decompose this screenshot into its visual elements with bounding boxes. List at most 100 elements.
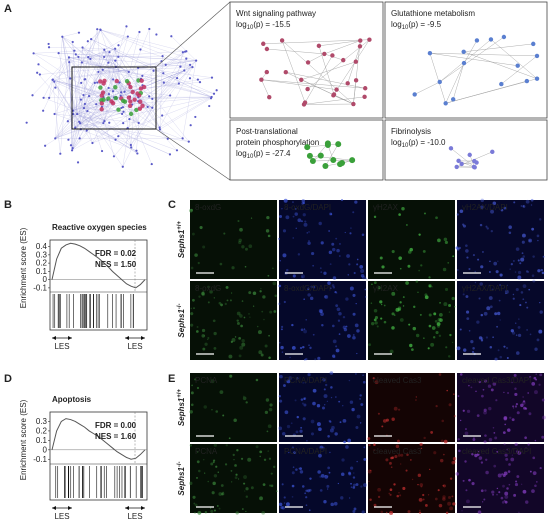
stain-speck: [272, 465, 276, 469]
stain-speck: [406, 453, 409, 456]
stain-speck: [283, 300, 286, 304]
stain-speck: [504, 289, 509, 294]
stain-speck: [243, 395, 245, 398]
stain-speck: [342, 315, 346, 319]
network-edge: [71, 47, 83, 151]
stain-speck: [456, 213, 459, 216]
network-node: [91, 141, 94, 145]
stain-speck: [352, 510, 356, 513]
stain-speck: [328, 471, 331, 474]
stain-speck: [302, 417, 306, 421]
stain-speck: [412, 326, 417, 331]
stain-speck: [306, 440, 308, 442]
module-node: [524, 78, 530, 84]
stain-speck: [207, 338, 209, 341]
stain-speck: [521, 240, 525, 244]
stain-speck: [420, 485, 423, 488]
network-node: [152, 69, 155, 72]
stain-speck: [190, 391, 194, 395]
stain-speck: [377, 412, 380, 415]
stain-speck: [389, 493, 392, 496]
stain-speck: [291, 471, 295, 475]
stain-speck: [334, 291, 337, 294]
network-edge: [32, 57, 70, 96]
stain-speck: [508, 225, 512, 229]
stain-speck: [506, 448, 508, 451]
stain-speck: [197, 510, 202, 515]
stain-speck: [320, 312, 324, 316]
stain-speck: [267, 424, 272, 429]
stain-speck: [212, 459, 216, 462]
stain-speck: [494, 312, 498, 316]
stain-speck: [418, 233, 421, 236]
stain-speck: [332, 339, 337, 344]
network-node: [128, 118, 131, 121]
stain-speck: [245, 510, 247, 513]
stain-speck: [360, 403, 364, 406]
network-node: [148, 95, 151, 98]
stain-speck: [189, 444, 193, 447]
network-node: [47, 46, 51, 49]
stain-speck: [304, 382, 306, 384]
genotype: -/-: [177, 461, 183, 467]
module-node: [128, 99, 133, 104]
module-node: [116, 107, 121, 112]
network-node: [127, 70, 130, 74]
genotype-label: Sephs1+/+: [177, 220, 186, 258]
network-edge: [52, 79, 108, 101]
stain-speck: [512, 293, 515, 296]
stain-speck: [361, 510, 365, 514]
stain-speck: [308, 231, 310, 233]
module-node: [128, 111, 134, 117]
stain-speck: [522, 205, 525, 207]
stain-speck: [529, 375, 532, 379]
stain-speck: [291, 323, 294, 327]
stain-speck: [459, 328, 462, 331]
stain-speck: [539, 373, 543, 377]
stain-speck: [247, 457, 252, 462]
module-node: [316, 43, 322, 49]
network-edge: [62, 32, 79, 37]
module-edge: [414, 81, 440, 95]
stain-speck: [474, 453, 478, 458]
stain-speck: [211, 491, 215, 495]
module-node: [349, 157, 356, 164]
network-edge: [55, 36, 63, 139]
stain-speck: [522, 233, 526, 238]
stain-speck: [248, 244, 253, 249]
stain-speck: [192, 298, 195, 302]
stain-speck: [534, 347, 538, 351]
stain-speck: [297, 253, 301, 256]
stain-speck: [239, 227, 243, 232]
stain-speck: [329, 371, 334, 375]
module-edge: [318, 45, 335, 95]
stain-speck: [295, 227, 297, 230]
module-node: [264, 46, 270, 52]
network-node: [111, 90, 115, 93]
stain-speck: [443, 302, 448, 307]
stain-speck: [210, 379, 215, 384]
module-edge: [324, 40, 361, 55]
micrograph: [368, 444, 455, 513]
network-node: [76, 161, 80, 164]
stain-speck: [299, 470, 304, 474]
stain-speck: [505, 292, 507, 295]
stain-speck: [312, 333, 315, 336]
stain-speck: [302, 382, 304, 384]
stain-speck: [381, 265, 385, 269]
stain-speck: [438, 373, 442, 376]
stain-speck: [264, 344, 268, 348]
module-node: [264, 69, 269, 75]
stain-speck: [264, 410, 269, 414]
network-edge: [71, 121, 80, 151]
network-node: [151, 106, 154, 109]
network-node: [161, 54, 164, 58]
module-node: [127, 103, 133, 109]
stain-speck: [320, 271, 323, 273]
stain-speck: [255, 378, 259, 382]
network-edge: [78, 56, 81, 124]
stain-speck: [385, 458, 389, 462]
stain-speck: [505, 346, 509, 350]
stain-speck: [503, 391, 505, 394]
network-node: [47, 42, 50, 46]
